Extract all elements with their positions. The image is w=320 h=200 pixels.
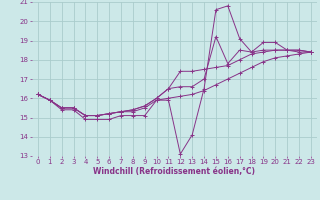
X-axis label: Windchill (Refroidissement éolien,°C): Windchill (Refroidissement éolien,°C) (93, 167, 255, 176)
